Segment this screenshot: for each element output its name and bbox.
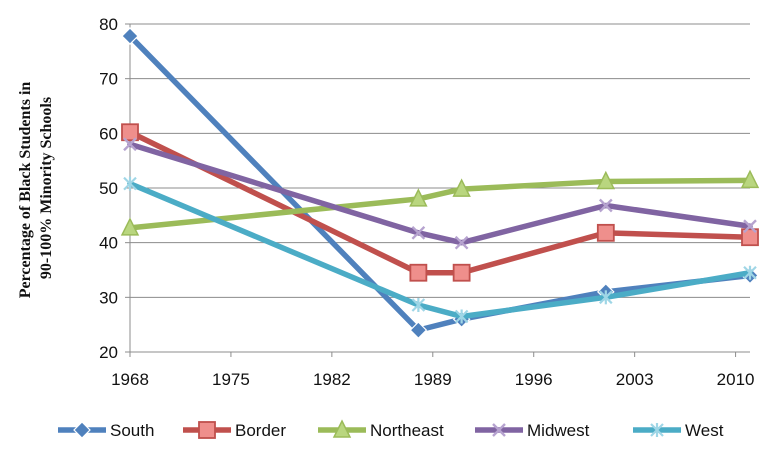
border-line [127, 129, 753, 276]
northeast-data-point [596, 170, 616, 190]
legend-item-midwest: Midwest [475, 421, 590, 440]
legend-label-west: West [685, 421, 724, 440]
border-data-point [596, 223, 615, 242]
series-border [121, 123, 759, 282]
midwest-data-point [454, 235, 469, 250]
legend-item-northeast: Northeast [318, 419, 444, 440]
northeast-data-point [452, 178, 471, 197]
legend-label-northeast: Northeast [370, 421, 444, 440]
axes [129, 24, 750, 357]
border-data-point [409, 263, 428, 282]
y-tick-label: 70 [99, 70, 118, 89]
northeast-data-point [740, 169, 760, 189]
west-data-point [599, 290, 613, 305]
west-data-point [411, 297, 426, 312]
midwest-data-point [743, 219, 757, 234]
legend-label-south: South [110, 421, 154, 440]
y-tick-label: 80 [99, 15, 118, 34]
west-data-point [743, 265, 757, 280]
west-data-point [454, 309, 469, 324]
y-axis-label: Percentage of Black Students in 90-100% … [17, 78, 55, 299]
northeast-data-point [120, 217, 140, 236]
y-tick-label: 50 [99, 179, 118, 198]
y-tick-label: 60 [99, 124, 118, 143]
midwest-data-point [598, 198, 613, 213]
legend: South Border Northeast Midwest West [58, 419, 724, 440]
series-west [123, 176, 757, 324]
legend-marker-northeast [332, 419, 352, 438]
legend-marker-west [650, 423, 664, 437]
northeast-data-point [409, 188, 428, 207]
legend-marker-midwest [492, 423, 506, 437]
legend-marker-border [198, 421, 216, 439]
y-tick-label: 40 [99, 234, 118, 253]
series-midwest [123, 137, 757, 250]
x-tick-label: 2003 [616, 370, 654, 389]
y-tick-labels: 20 30 40 50 60 70 80 [99, 15, 118, 362]
x-tick-label: 1975 [212, 370, 250, 389]
border-data-point [452, 263, 471, 282]
midwest-data-point [123, 137, 137, 152]
legend-marker-south [73, 421, 91, 439]
x-tick-label: 1968 [111, 370, 149, 389]
x-tick-label: 2010 [717, 370, 755, 389]
x-tick-label: 1982 [313, 370, 351, 389]
legend-item-border: Border [183, 421, 286, 440]
south-data-point [409, 321, 428, 339]
series-lines [120, 27, 760, 339]
south-data-point [121, 27, 139, 45]
gridlines [125, 23, 750, 353]
midwest-data-point [411, 225, 426, 240]
y-tick-label: 20 [99, 343, 118, 362]
y-axis-label-line-1: Percentage of Black Students in [17, 82, 34, 299]
x-tick-labels: 1968 1975 1982 1989 1996 2003 2010 [111, 370, 754, 389]
x-tick-label: 1996 [515, 370, 553, 389]
legend-label-midwest: Midwest [527, 421, 590, 440]
west-line [127, 180, 753, 320]
border-data-point [121, 123, 139, 142]
series-northeast [120, 169, 760, 236]
x-tick-label: 1989 [414, 370, 452, 389]
y-tick-label: 30 [99, 288, 118, 307]
y-axis-label-line-2: 90-100% Minority Schools [38, 97, 55, 279]
west-data-point [123, 176, 137, 191]
legend-label-border: Border [235, 421, 286, 440]
legend-item-south: South [58, 421, 154, 440]
border-data-point [741, 228, 759, 247]
legend-item-west: West [633, 421, 724, 440]
